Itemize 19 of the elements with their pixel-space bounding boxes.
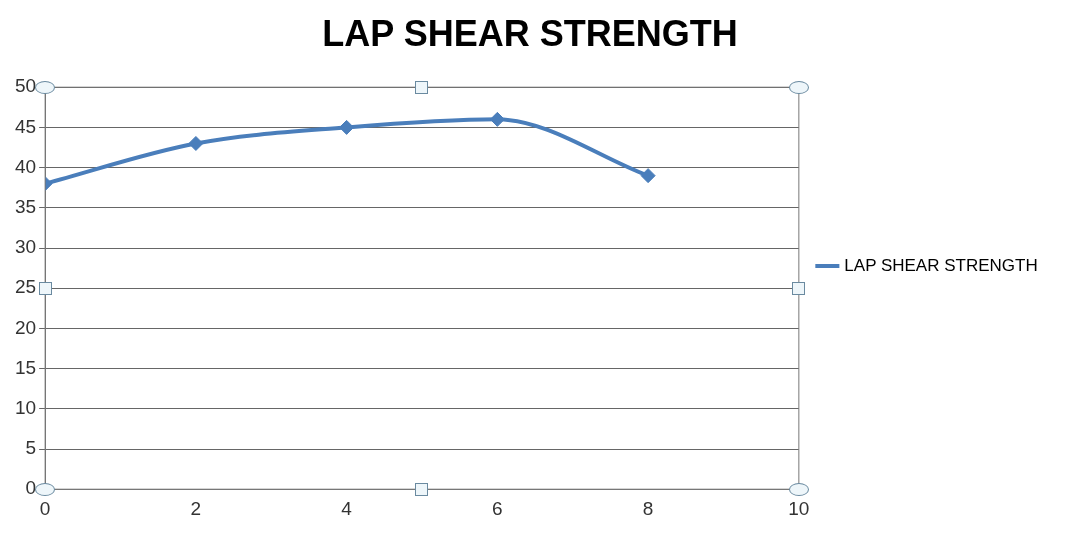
y-tick-label: 40 — [14, 155, 37, 177]
x-tick-label: 4 — [341, 497, 353, 519]
y-tick-label: 15 — [14, 356, 37, 378]
y-tick-label: 50 — [14, 75, 37, 97]
x-tick-label: 10 — [788, 497, 810, 519]
y-tick-label: 25 — [14, 276, 37, 298]
y-tick-label: 20 — [14, 316, 37, 338]
y-tick-label: 10 — [14, 397, 37, 419]
x-tick-label: 6 — [492, 497, 503, 519]
y-tick-label: 0 — [25, 477, 37, 499]
x-tick-label: 0 — [39, 497, 51, 519]
legend-label: LAP SHEAR STRENGTH — [844, 255, 1038, 275]
chart-title: LAP SHEAR STRENGTH — [322, 12, 738, 54]
y-tick-label: 45 — [14, 115, 37, 137]
x-tick-label: 8 — [642, 497, 654, 519]
x-tick-label: 2 — [190, 497, 202, 519]
y-tick-label: 30 — [14, 236, 37, 258]
y-tick-label: 5 — [25, 437, 37, 459]
y-tick-label: 35 — [14, 196, 37, 218]
